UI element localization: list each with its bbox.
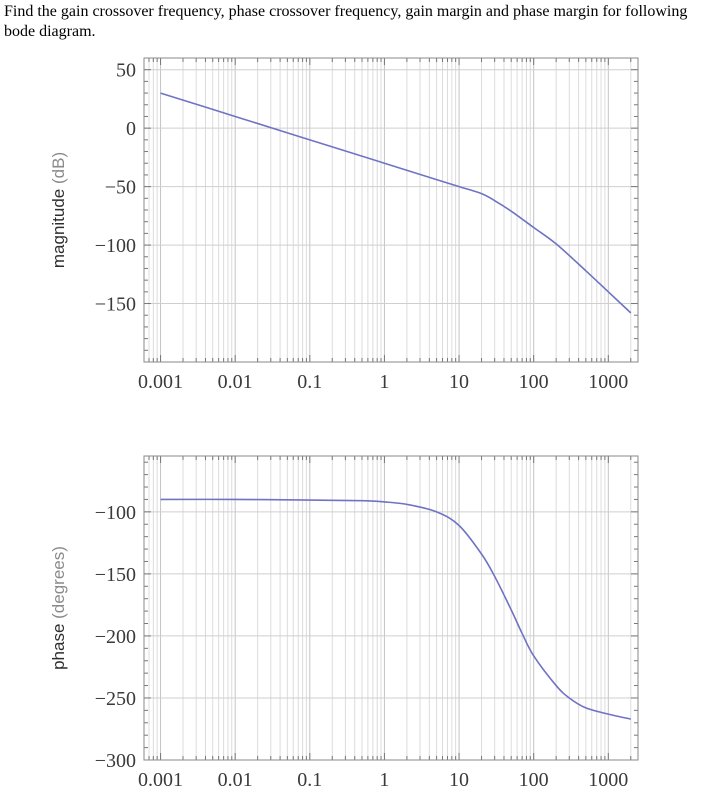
x-tick-label: 0.001 [138, 371, 183, 393]
phase-plot: 0.001 0.01 0.1 1 10 100 1000 −100 −150 −200 −250 −3… [49, 455, 639, 791]
series-line [160, 92, 632, 314]
y-tick-label: −200 [95, 626, 136, 648]
x-tick-label: 0.1 [297, 371, 322, 393]
y-axis-title: magnitude (dB) [49, 152, 68, 268]
series-line [160, 498, 631, 720]
y-axis-title: phase (degrees) [49, 546, 68, 670]
plot-frame [143, 455, 639, 761]
x-tick-label: 1 [379, 769, 389, 791]
x-tick-label: 0.01 [218, 769, 253, 791]
x-tick-label: 0.01 [218, 371, 253, 393]
y-tick-label: 50 [116, 60, 136, 82]
x-tick-label: 10 [449, 371, 469, 393]
y-tick-label: −50 [105, 177, 136, 199]
plot-frame [143, 57, 639, 363]
magnitude-plot: 0.001 0.01 0.1 1 10 100 1000 50 0 −50 −100 −150 magn… [49, 57, 639, 393]
x-tick-label: 0.1 [297, 769, 322, 791]
x-tick-label: 0.001 [138, 769, 183, 791]
y-axis-unit: (dB) [49, 152, 68, 184]
y-tick-label: −100 [95, 235, 136, 257]
x-tick-label: 1000 [588, 769, 628, 791]
y-axis-unit: (degrees) [49, 546, 68, 619]
y-tick-label: −150 [95, 564, 136, 586]
x-tick-label: 100 [519, 371, 549, 393]
y-tick-label: −150 [95, 294, 136, 316]
x-tick-label: 1 [379, 371, 389, 393]
x-tick-label: 100 [519, 769, 549, 791]
y-axis-quantity: phase [49, 619, 68, 670]
y-tick-label: −100 [95, 502, 136, 524]
y-tick-label: −300 [95, 750, 136, 772]
x-tick-label: 1000 [588, 371, 628, 393]
x-tick-label: 10 [449, 769, 469, 791]
y-tick-label: −250 [95, 688, 136, 710]
y-tick-label: 0 [126, 118, 136, 140]
y-axis-quantity: magnitude [49, 184, 68, 268]
question-text: Find the gain crossover frequency, phase… [4, 3, 688, 40]
